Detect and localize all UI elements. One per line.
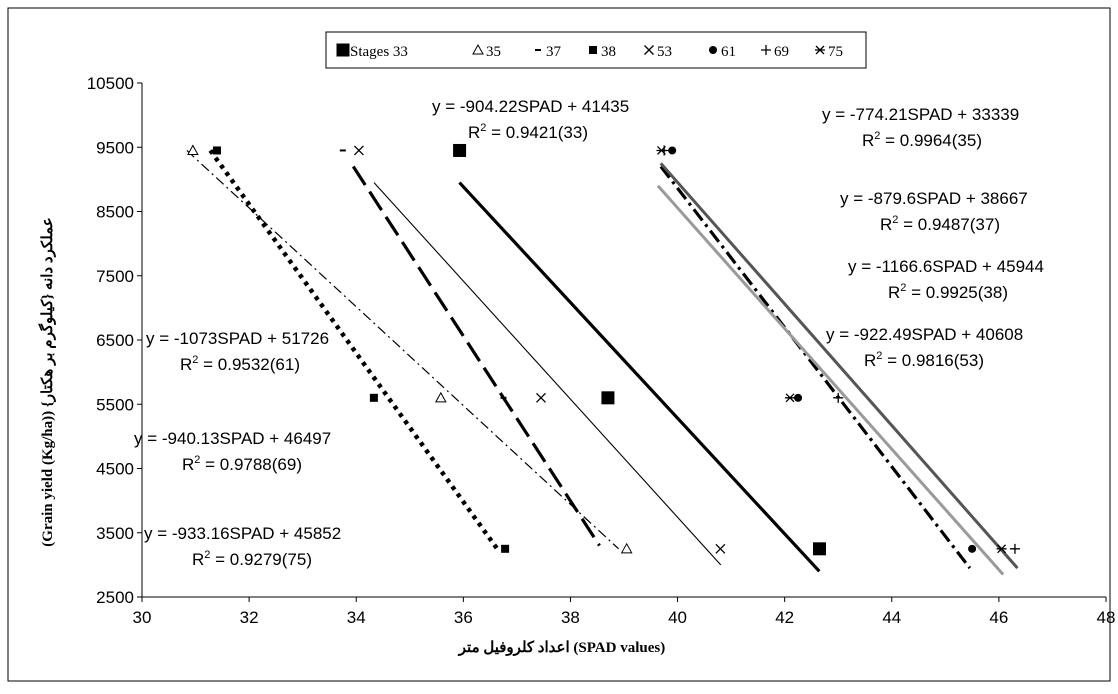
data-point-35 xyxy=(434,391,447,403)
axes: 30 32 34 36 38 40 42 44 46 48 2500 3500 4500 5500 6500… xyxy=(87,74,1116,627)
x-axis-title: اعداد کلروفیل متر (SPAD values) xyxy=(458,640,665,656)
data-point-38 xyxy=(369,393,378,402)
legend-label: 35 xyxy=(486,44,501,60)
y-tick-label: 8500 xyxy=(96,203,134,222)
x-tick-label: 48 xyxy=(1097,608,1116,627)
data-point-69 xyxy=(833,392,844,403)
data-point-53 xyxy=(353,145,364,156)
markers xyxy=(187,143,1020,556)
y-tick-label: 6500 xyxy=(96,331,134,350)
data-point-53 xyxy=(715,543,726,554)
data-point-61 xyxy=(794,393,803,402)
r-squared-label: R2 = 0.9279(75) xyxy=(192,549,312,569)
x-tick-label: 42 xyxy=(775,608,794,627)
legend-marker xyxy=(644,45,654,55)
data-point-35 xyxy=(187,144,199,155)
legend-marker xyxy=(761,45,771,55)
data-point-69 xyxy=(1009,543,1020,554)
trend-line-53 xyxy=(373,182,722,566)
x-tick-label: 44 xyxy=(882,608,901,627)
data-point-35 xyxy=(620,542,633,554)
data-point-75 xyxy=(785,393,796,403)
data-point-53 xyxy=(536,392,546,403)
regression-equation: y = -933.16SPAD + 45852 xyxy=(144,524,341,543)
trend-line-37 xyxy=(351,165,601,547)
r-squared-label: R2 = 0.9421(33) xyxy=(468,122,588,142)
trend-line-35 xyxy=(186,150,620,550)
y-axis-title: (Grain yield (Kg/ha)) {عملکرد دانه {کیلو… xyxy=(38,217,56,546)
annotations: y = -904.22SPAD + 41435 R2 = 0.9421(33) y … xyxy=(134,97,1044,569)
r-squared-label: R2 = 0.9816(53) xyxy=(864,350,984,370)
trend-line-69 xyxy=(659,162,1019,570)
legend-label: 69 xyxy=(774,44,789,60)
chart-border xyxy=(7,7,1111,682)
trend-line-61 xyxy=(659,165,972,570)
y-tick-label: 3500 xyxy=(96,524,134,543)
y-tick-label: 5500 xyxy=(96,395,134,414)
x-tick-label: 46 xyxy=(989,608,1008,627)
x-tick-label: 40 xyxy=(668,608,687,627)
regression-equation: y = -774.21SPAD + 33339 xyxy=(822,105,1019,124)
x-tick-label: 36 xyxy=(454,608,473,627)
r-squared-label: R2 = 0.9788(69) xyxy=(182,454,302,474)
data-point-75 xyxy=(996,544,1007,554)
legend-marker xyxy=(472,43,484,55)
y-tick-label: 2500 xyxy=(96,588,134,607)
data-point-stages-33 xyxy=(812,542,826,556)
x-tick-label: 38 xyxy=(561,608,580,627)
legend-marker xyxy=(589,46,597,54)
trend-line-38 xyxy=(208,149,500,551)
regression-equation: y = -904.22SPAD + 41435 xyxy=(432,97,629,116)
data-point-61 xyxy=(968,544,977,553)
data-point-75 xyxy=(656,146,667,155)
r-squared-label: R2 = 0.9925(38) xyxy=(888,282,1008,302)
legend-label: 75 xyxy=(828,44,843,60)
y-tick-label: 9500 xyxy=(96,138,134,157)
legend-label: 38 xyxy=(601,44,616,60)
trend-line-stages-33 xyxy=(458,181,821,573)
y-tick-label: 4500 xyxy=(96,460,134,479)
x-tick-label: 32 xyxy=(240,608,259,627)
legend-label: Stages 33 xyxy=(350,44,408,60)
data-point-stages-33 xyxy=(453,143,467,157)
regression-equation: y = -940.13SPAD + 46497 xyxy=(134,429,331,448)
legend-marker xyxy=(336,43,350,57)
legend-marker xyxy=(815,45,825,55)
legend-label: 53 xyxy=(657,44,672,60)
data-point-38 xyxy=(501,544,510,553)
data-point-38 xyxy=(212,146,221,155)
r-squared-label: R2 = 0.9964(35) xyxy=(862,130,982,150)
legend-marker xyxy=(709,46,717,54)
legend: Stages 33 35 37 38 53 61 69 75 xyxy=(325,31,867,69)
regression-equation: y = -1166.6SPAD + 45944 xyxy=(848,257,1044,276)
data-point-stages-33 xyxy=(601,391,615,405)
y-tick-label: 10500 xyxy=(87,74,134,93)
legend-label: 37 xyxy=(546,44,562,60)
x-tick-label: 30 xyxy=(133,608,152,627)
legend-label: 61 xyxy=(721,44,736,60)
r-squared-label: R2 = 0.9532(61) xyxy=(180,354,300,374)
r-squared-label: R2 = 0.9487(37) xyxy=(880,214,1000,234)
x-tick-label: 34 xyxy=(347,608,366,627)
data-point-61 xyxy=(668,146,677,155)
y-tick-label: 7500 xyxy=(96,267,134,286)
regression-equation: y = -1073SPAD + 51726 xyxy=(146,329,329,348)
trend-lines xyxy=(186,149,1019,576)
regression-equation: y = -922.49SPAD + 40608 xyxy=(826,325,1023,344)
trend-line-75 xyxy=(656,184,1005,576)
regression-equation: y = -879.6SPAD + 38667 xyxy=(840,189,1028,208)
